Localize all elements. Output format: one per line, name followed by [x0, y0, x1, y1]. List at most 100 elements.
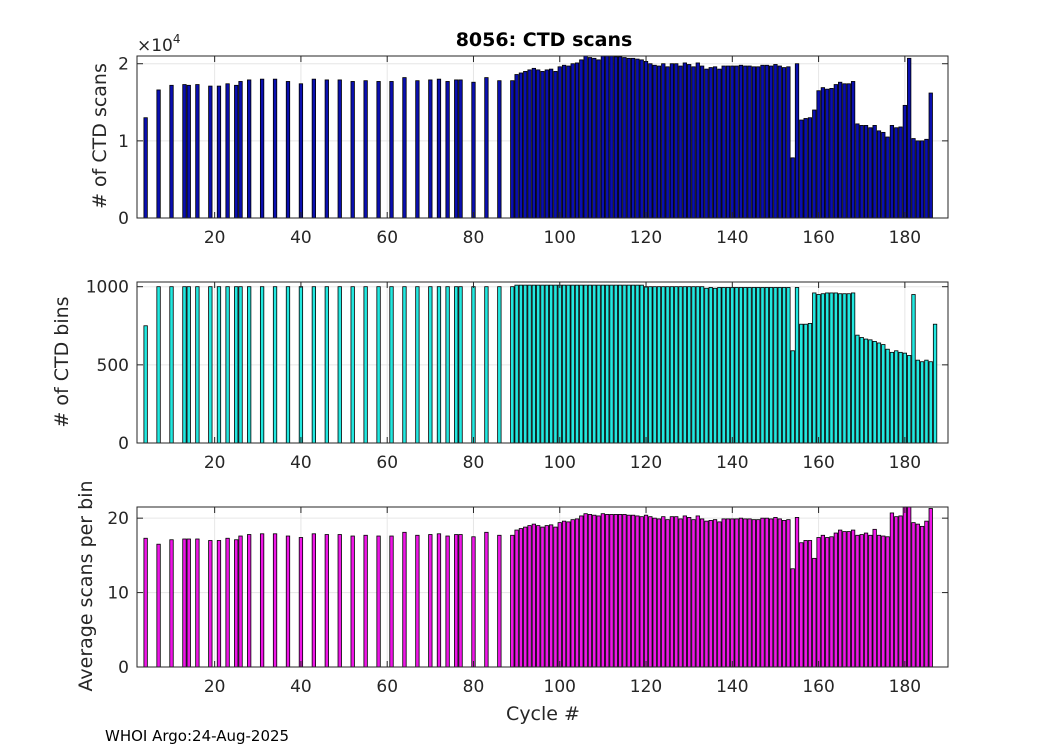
bar: [820, 534, 826, 668]
bar: [777, 287, 782, 444]
bar: [769, 287, 774, 444]
bar: [812, 557, 817, 668]
bar: [674, 516, 679, 668]
bar: [738, 287, 744, 444]
bar: [773, 287, 778, 444]
bar: [415, 286, 420, 444]
bar: [881, 535, 886, 668]
footer-text: WHOI Argo:24-Aug-2025: [105, 727, 289, 745]
bar: [337, 286, 342, 444]
bar: [743, 518, 748, 668]
bar: [855, 123, 860, 219]
bar: [169, 84, 174, 219]
bar: [613, 514, 618, 668]
bar: [630, 514, 636, 668]
bar: [846, 293, 851, 444]
bar: [600, 284, 606, 444]
bar: [544, 69, 549, 219]
bar: [734, 518, 739, 668]
bar: [510, 80, 515, 219]
bar: [363, 286, 368, 444]
bar: [225, 83, 230, 219]
bar: [863, 338, 869, 444]
bar: [169, 539, 174, 668]
bar: [630, 57, 636, 219]
x-tick-label: 40: [290, 677, 312, 697]
bar: [574, 284, 580, 444]
bar: [143, 117, 148, 219]
bar: [743, 287, 748, 444]
bar: [497, 534, 502, 668]
bar: [570, 284, 575, 444]
bar: [816, 90, 821, 219]
bar: [566, 284, 571, 444]
bar: [518, 284, 524, 444]
bar: [324, 79, 329, 219]
bar: [216, 540, 222, 668]
bar: [626, 57, 631, 219]
bar: [156, 286, 161, 444]
y-tick-label: 0: [118, 209, 129, 229]
bar: [454, 286, 459, 444]
bar: [712, 66, 718, 219]
bar: [889, 125, 895, 219]
bar: [609, 55, 614, 219]
bar: [807, 117, 813, 219]
bar: [656, 286, 662, 444]
y-tick-label: 500: [97, 356, 129, 376]
bar: [186, 286, 191, 444]
bar: [678, 65, 683, 219]
bar: [402, 531, 407, 668]
bar: [630, 284, 636, 444]
bar: [725, 287, 731, 444]
bar: [708, 287, 713, 444]
bar: [195, 84, 200, 219]
bar: [902, 506, 907, 668]
bar: [889, 351, 895, 444]
x-tick-label: 100: [544, 677, 576, 697]
bar: [510, 286, 515, 444]
bar: [691, 286, 696, 444]
x-tick-label: 160: [802, 228, 834, 248]
bar: [777, 65, 782, 219]
bar: [669, 286, 675, 444]
bar: [639, 59, 644, 219]
bar: [919, 140, 925, 219]
bar: [838, 293, 843, 444]
bar: [928, 92, 933, 219]
bar: [592, 57, 597, 219]
bar: [376, 81, 381, 219]
bar: [704, 287, 709, 444]
exponent-base: ×10: [137, 36, 173, 56]
bar: [738, 64, 744, 219]
bar: [613, 56, 618, 219]
bar: [549, 284, 554, 444]
bar: [587, 514, 593, 668]
bar: [725, 65, 731, 219]
bar: [769, 518, 774, 668]
x-tick-label: 120: [630, 453, 662, 473]
bar: [790, 568, 795, 668]
bar: [454, 534, 459, 668]
panel-ctd-bins: 20 40 60 80 100 120 140 160 180 0 500 1000: [86, 278, 949, 473]
bar: [579, 59, 584, 219]
bar: [850, 292, 856, 444]
x-tick-label: 60: [376, 228, 398, 248]
bar: [751, 519, 757, 668]
bar: [876, 534, 882, 668]
bar: [915, 523, 920, 668]
axes-box: [136, 506, 949, 668]
bar: [656, 65, 662, 219]
bar: [169, 286, 174, 444]
bar: [259, 533, 265, 668]
bar: [544, 525, 549, 668]
bar: [531, 523, 536, 668]
bar: [272, 533, 278, 668]
bar: [730, 518, 735, 668]
bar: [695, 62, 700, 219]
bar: [618, 514, 623, 668]
bar: [747, 287, 752, 444]
bar: [143, 537, 148, 668]
bar: [919, 361, 925, 444]
bar: [781, 287, 787, 444]
